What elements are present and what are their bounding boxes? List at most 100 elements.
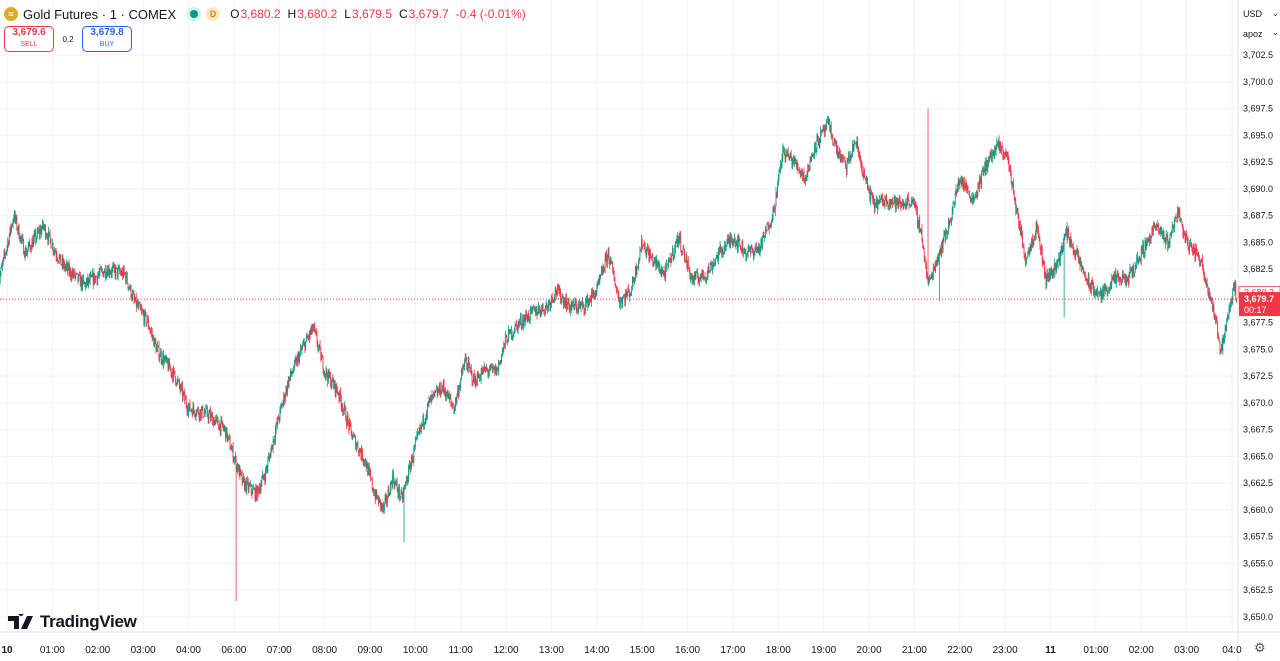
chevron-down-icon[interactable]: ⌄ <box>1272 9 1279 18</box>
candle-body <box>399 497 401 498</box>
buy-button[interactable]: 3,679.8 BUY <box>82 26 132 52</box>
delay-badge[interactable]: D <box>206 7 221 21</box>
candle-body <box>210 411 211 419</box>
candle-body <box>516 323 518 326</box>
candle-body <box>415 438 417 442</box>
candle-body <box>950 220 952 223</box>
candle-body <box>343 409 344 412</box>
chevron-down-icon[interactable]: ⌄ <box>1272 28 1279 37</box>
candle-body <box>737 237 739 249</box>
candle-body <box>768 226 770 230</box>
candle-body <box>830 125 831 131</box>
candle-body <box>760 239 762 248</box>
candle-body <box>663 270 664 272</box>
candle-body <box>1103 285 1105 297</box>
candle-body <box>594 293 596 299</box>
candle-body <box>839 149 840 155</box>
candle-body <box>917 210 918 224</box>
candle-body <box>142 311 144 314</box>
candle-body <box>300 348 301 354</box>
candle-body <box>183 392 185 394</box>
candle-body <box>904 204 905 206</box>
candle-body <box>1097 289 1098 296</box>
candle-body <box>588 300 589 307</box>
candle-body <box>1208 291 1209 297</box>
candle-body <box>796 162 797 167</box>
candle-body <box>308 337 310 339</box>
candle-body <box>216 417 217 419</box>
candle-body <box>1199 261 1201 263</box>
candle-body <box>281 405 283 407</box>
candle-body <box>43 226 45 228</box>
candle-body <box>817 136 818 138</box>
candle-body <box>1177 208 1178 218</box>
candle-body <box>613 271 614 274</box>
candle-body <box>290 370 292 375</box>
candle-body <box>1010 172 1012 183</box>
candle-body <box>373 491 375 496</box>
currency-selector[interactable]: USD <box>1243 9 1263 19</box>
y-tick-label: 3,702.5 <box>1243 50 1273 60</box>
candle-body <box>173 368 174 379</box>
candle-body <box>1154 223 1156 227</box>
sell-button[interactable]: 3,679.6 SELL <box>4 26 54 52</box>
candle-body <box>374 494 376 500</box>
candle-body <box>406 479 408 482</box>
candle-body <box>880 199 881 200</box>
x-tick-label: 11 <box>1045 645 1056 656</box>
candle-body <box>662 271 663 274</box>
candle-body <box>101 269 102 271</box>
candle-body <box>864 177 866 179</box>
candle-body <box>1153 226 1154 232</box>
market-status-icon[interactable] <box>190 10 199 18</box>
candle-body <box>1075 252 1077 255</box>
gear-icon[interactable]: ⚙ <box>1254 640 1266 655</box>
tradingview-logo[interactable]: TradingView <box>8 612 137 632</box>
candle-body <box>244 479 245 490</box>
candle-body <box>76 273 78 274</box>
candle-body <box>767 224 769 225</box>
candle-body <box>644 245 646 253</box>
candle-body <box>457 389 459 395</box>
candle-body <box>929 277 931 279</box>
candle-body <box>215 418 217 421</box>
candle-body <box>620 299 622 301</box>
candle-body <box>613 273 615 281</box>
candle-body <box>829 120 831 131</box>
candle-body <box>238 465 240 477</box>
candle-body <box>172 372 173 379</box>
candle-body <box>455 398 457 402</box>
candle-body <box>92 273 94 285</box>
candle-body <box>396 482 398 490</box>
candle-body <box>648 251 650 261</box>
candle-body <box>721 247 722 254</box>
candle-body <box>509 329 511 334</box>
candle-body <box>777 176 779 184</box>
candle-body <box>1026 257 1028 259</box>
candle-body <box>592 291 594 295</box>
candle-body <box>741 242 743 252</box>
candle-body <box>1163 231 1165 240</box>
candle-body <box>1226 321 1228 328</box>
candle-body <box>808 164 809 172</box>
symbol-title[interactable]: Gold Futures · 1 · COMEX <box>23 6 177 22</box>
candle-body <box>1127 279 1128 282</box>
candle-body <box>34 232 36 235</box>
candle-body <box>52 243 53 249</box>
candle-body <box>1191 245 1193 252</box>
candle-body <box>819 141 821 144</box>
candle-body <box>987 161 989 169</box>
candle-body <box>61 259 63 265</box>
candle-body <box>76 273 77 274</box>
candle-body <box>197 408 199 414</box>
y-tick-label: 3,672.5 <box>1243 371 1273 381</box>
candle-body <box>75 273 77 276</box>
unit-selector[interactable]: apoz <box>1243 29 1263 39</box>
candle-body <box>738 237 740 241</box>
buy-label: BUY <box>99 41 115 48</box>
candle-body <box>64 267 66 269</box>
candle-body <box>618 294 620 302</box>
candle-body <box>1205 280 1207 285</box>
candle-body <box>1120 280 1122 284</box>
